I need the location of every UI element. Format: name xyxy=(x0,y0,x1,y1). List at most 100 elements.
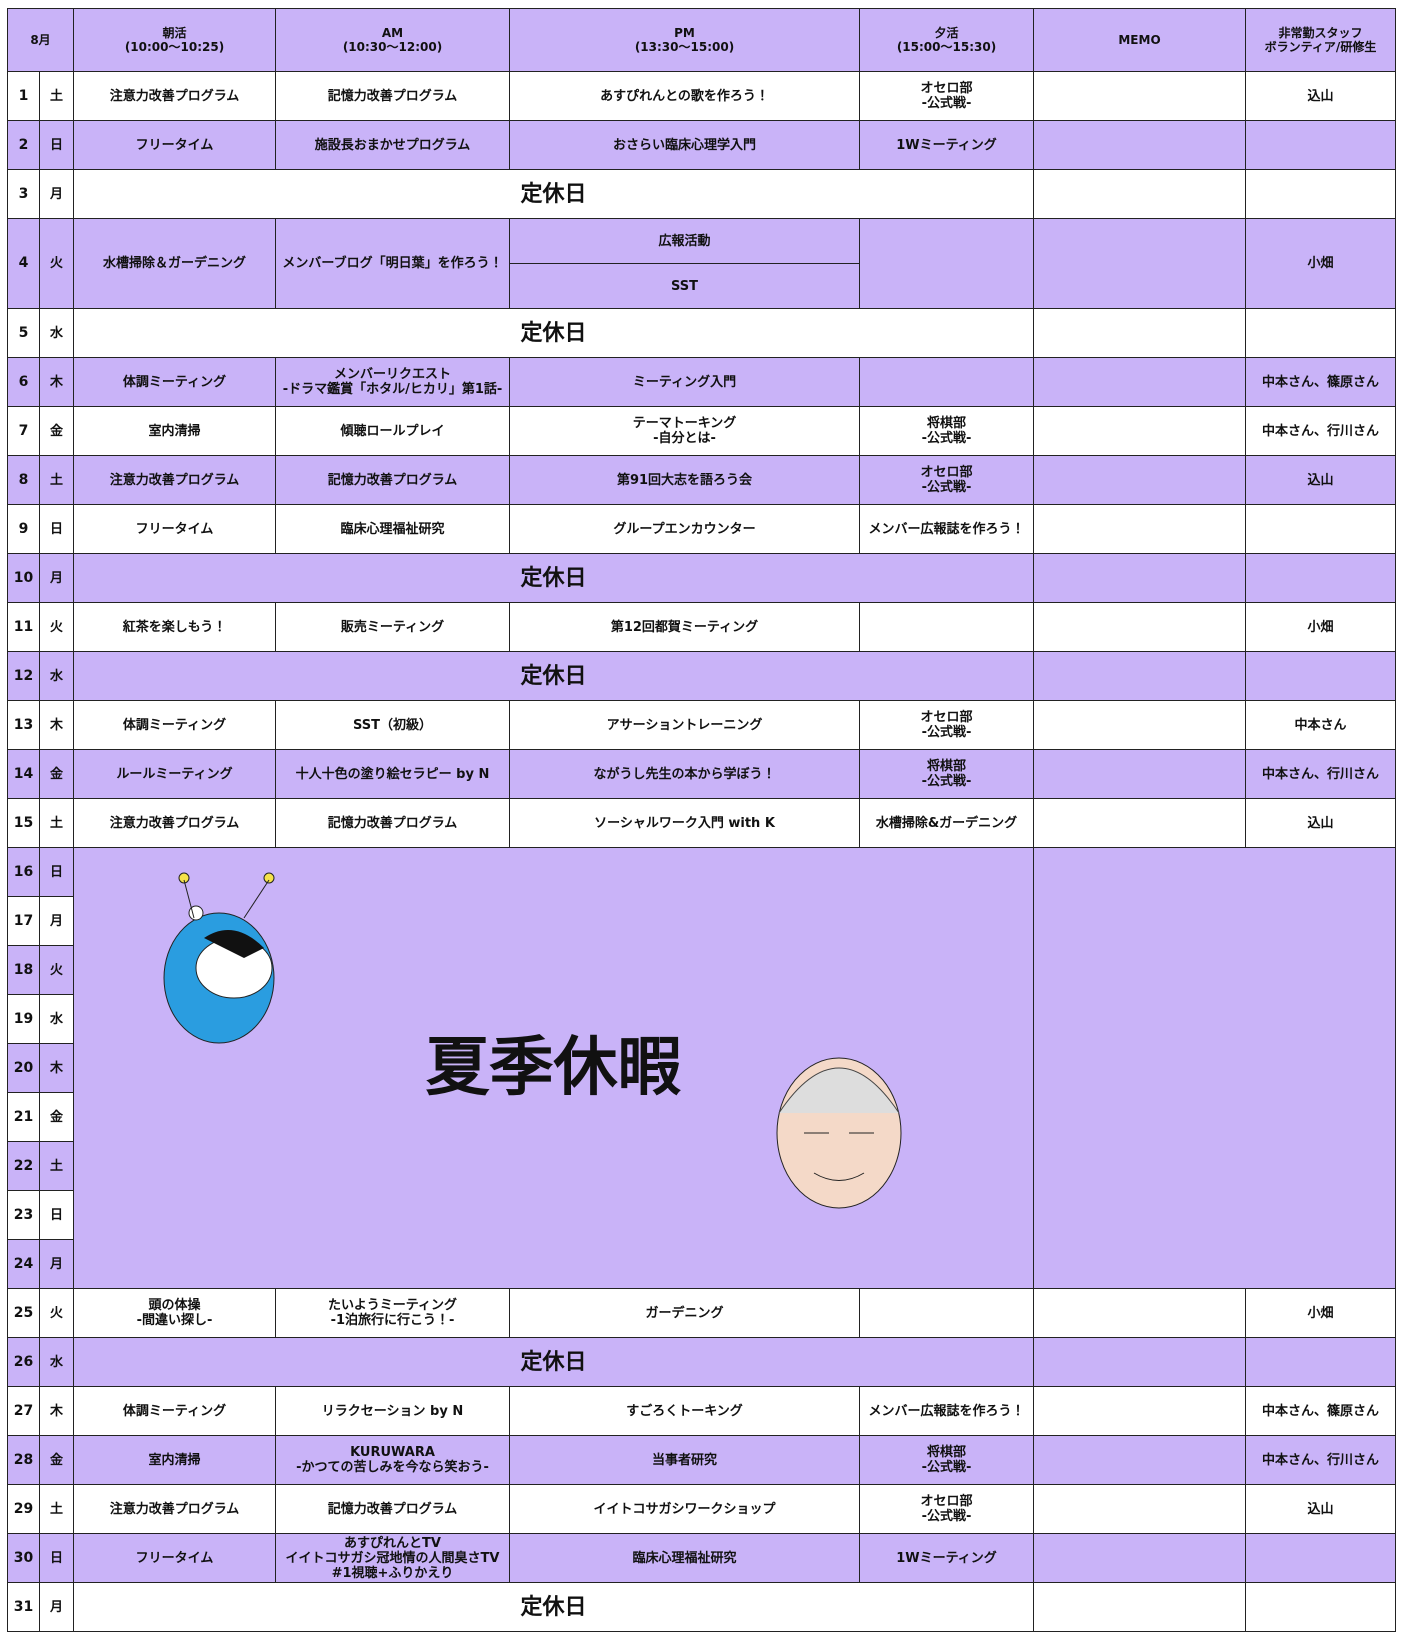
day-row: 11 火 紅茶を楽しもう！ 販売ミーティング 第12回都賀ミーティング 小畑 xyxy=(7,602,1396,652)
pm-activity: おさらい臨床心理学入門 xyxy=(509,120,860,170)
day-row: 6 木 体調ミーティング メンバーリクエスト -ドラマ鑑賞「ホタル/ヒカリ」第1話- ミー… xyxy=(7,357,1396,407)
day-row: 1 土 注意力改善プログラム 記憶力改善プログラム あすぴれんとの歌を作ろう！ オセロ部 -… xyxy=(7,71,1396,121)
weekday: 水 xyxy=(39,1337,74,1387)
text-line: (10:30〜12:00) xyxy=(342,40,443,54)
pm-activity: テーマトーキング -自分とは- xyxy=(509,406,860,456)
weekday: 月 xyxy=(39,1582,74,1632)
memo xyxy=(1033,357,1246,407)
weekday: 金 xyxy=(39,1435,74,1485)
day-row: 16 日夏季休暇 xyxy=(7,847,1396,1289)
text-line: リラクセーション by N xyxy=(321,1403,464,1419)
evening-activity: メンバー広報誌を作ろう！ xyxy=(859,1386,1034,1436)
day-row: 15 土 注意力改善プログラム 記憶力改善プログラム ソーシャルワーク入門 with K… xyxy=(7,798,1396,848)
text-line: 紅茶を楽しもう！ xyxy=(122,619,227,635)
memo xyxy=(1033,1484,1246,1534)
weekday: 火 xyxy=(39,218,74,309)
weekday: 日 xyxy=(39,847,74,897)
schedule-table: 8月 朝活 (10:00〜10:25) AM (10:30〜12:00) PM (13:30… xyxy=(7,8,1396,1632)
text-line: グループエンカウンター xyxy=(613,521,756,537)
text-line: ソーシャルワーク入門 with K xyxy=(594,815,775,831)
day-number: 31 xyxy=(7,1582,40,1632)
pm-part: SST xyxy=(510,263,859,308)
memo xyxy=(1033,651,1246,701)
am-activity: メンバーブログ「明日葉」を作ろう！ xyxy=(275,218,510,309)
evening-activity xyxy=(859,602,1034,652)
column-header: 夕活 (15:00〜15:30) xyxy=(859,8,1034,72)
day-number: 5 xyxy=(7,308,40,358)
day-number: 17 xyxy=(7,896,40,946)
text-line: 小畑 xyxy=(1307,1305,1334,1321)
text-line: ボランティア/研修生 xyxy=(1264,40,1377,54)
day-number: 20 xyxy=(7,1043,40,1093)
text-line: 中本さん、行川さん xyxy=(1261,1452,1379,1468)
staff xyxy=(1245,120,1396,170)
text-line: ミーティング入門 xyxy=(632,374,737,390)
evening-activity: 将棋部 -公式戦- xyxy=(859,1435,1034,1485)
column-header: PM (13:30〜15:00) xyxy=(509,8,860,72)
day-row: 23 日 xyxy=(7,1190,1396,1240)
day-number: 2 xyxy=(7,120,40,170)
text-line: すごろくトーキング xyxy=(626,1403,743,1419)
text-line: ガーデニング xyxy=(645,1305,724,1321)
memo xyxy=(1033,120,1246,170)
text-line: 1Wミーティング xyxy=(896,137,997,153)
staff: 小畑 xyxy=(1245,1288,1396,1338)
memo xyxy=(1033,1288,1246,1338)
memo xyxy=(1033,749,1246,799)
day-row: 10 月定休日 xyxy=(7,553,1396,603)
text-line: SST xyxy=(670,278,698,294)
text-line: イイトコサガシ冠地情の人間臭さTV xyxy=(285,1550,500,1566)
evening-activity: オセロ部 -公式戦- xyxy=(859,1484,1034,1534)
text-line: 第12回都賀ミーティング xyxy=(610,619,759,635)
memo xyxy=(1033,700,1246,750)
staff: 中本さん xyxy=(1245,700,1396,750)
am-activity: SST（初級） xyxy=(275,700,510,750)
text-line: おさらい臨床心理学入門 xyxy=(612,137,756,153)
pm-activity: 当事者研究 xyxy=(509,1435,860,1485)
text-line: メンバー広報誌を作ろう！ xyxy=(868,1403,1025,1419)
weekday: 日 xyxy=(39,504,74,554)
text-line: フリータイム xyxy=(135,521,214,537)
morning-activity: 室内清掃 xyxy=(73,1435,276,1485)
memo xyxy=(1033,169,1246,219)
am-activity: 記憶力改善プログラム xyxy=(275,798,510,848)
day-number: 18 xyxy=(7,945,40,995)
weekday: 土 xyxy=(39,1141,74,1191)
text-line: メンバーリクエスト xyxy=(333,367,451,382)
text-line: (13:30〜15:00) xyxy=(634,40,735,54)
text-line: -自分とは- xyxy=(653,431,716,446)
text-line: -公式戦- xyxy=(921,1460,972,1475)
text-line: -公式戦- xyxy=(921,480,972,495)
day-number: 8 xyxy=(7,455,40,505)
day-number: 19 xyxy=(7,994,40,1044)
day-row: 13 木 体調ミーティング SST（初級） アサーショントレーニング オセロ部 -公式戦- 中… xyxy=(7,700,1396,750)
text-line: 中本さん、行川さん xyxy=(1261,423,1379,439)
am-activity: あすぴれんとTV イイトコサガシ冠地情の人間臭さTV #1視聴+ふりかえり xyxy=(275,1533,510,1583)
text-line: SST（初級） xyxy=(352,717,432,733)
pm-activity: グループエンカウンター xyxy=(509,504,860,554)
am-activity: KURUWARA -かつての苦しみを今なら笑おう- xyxy=(275,1435,510,1485)
weekday: 火 xyxy=(39,602,74,652)
pm-part-text: SST xyxy=(671,279,698,294)
text-line: ながうし先生の本から学ぼう！ xyxy=(593,766,776,782)
text-line: 小畑 xyxy=(1307,256,1334,271)
evening-activity: オセロ部 -公式戦- xyxy=(859,700,1034,750)
closed-day: 定休日 xyxy=(73,308,1034,358)
memo xyxy=(1033,71,1246,121)
morning-activity: 紅茶を楽しもう！ xyxy=(73,602,276,652)
weekday: 土 xyxy=(39,455,74,505)
weekday: 日 xyxy=(39,120,74,170)
weekday: 土 xyxy=(39,71,74,121)
text-line: あすぴれんとの歌を作ろう！ xyxy=(600,88,769,104)
day-number: 10 xyxy=(7,553,40,603)
text-line: -公式戦- xyxy=(921,725,972,740)
day-row: 29 土 注意力改善プログラム 記憶力改善プログラム イイトコサガシワークショップ オセロ… xyxy=(7,1484,1396,1534)
day-number: 26 xyxy=(7,1337,40,1387)
text-line: -間違い探し- xyxy=(136,1313,213,1328)
text-line: 十人十色の塗り絵セラピー by N xyxy=(295,766,490,782)
month-header: 8月 xyxy=(7,8,74,72)
am-activity: リラクセーション by N xyxy=(275,1386,510,1436)
pm-part: 広報活動 xyxy=(511,220,859,264)
morning-activity: 注意力改善プログラム xyxy=(73,798,276,848)
day-row: 19 水 xyxy=(7,994,1396,1044)
